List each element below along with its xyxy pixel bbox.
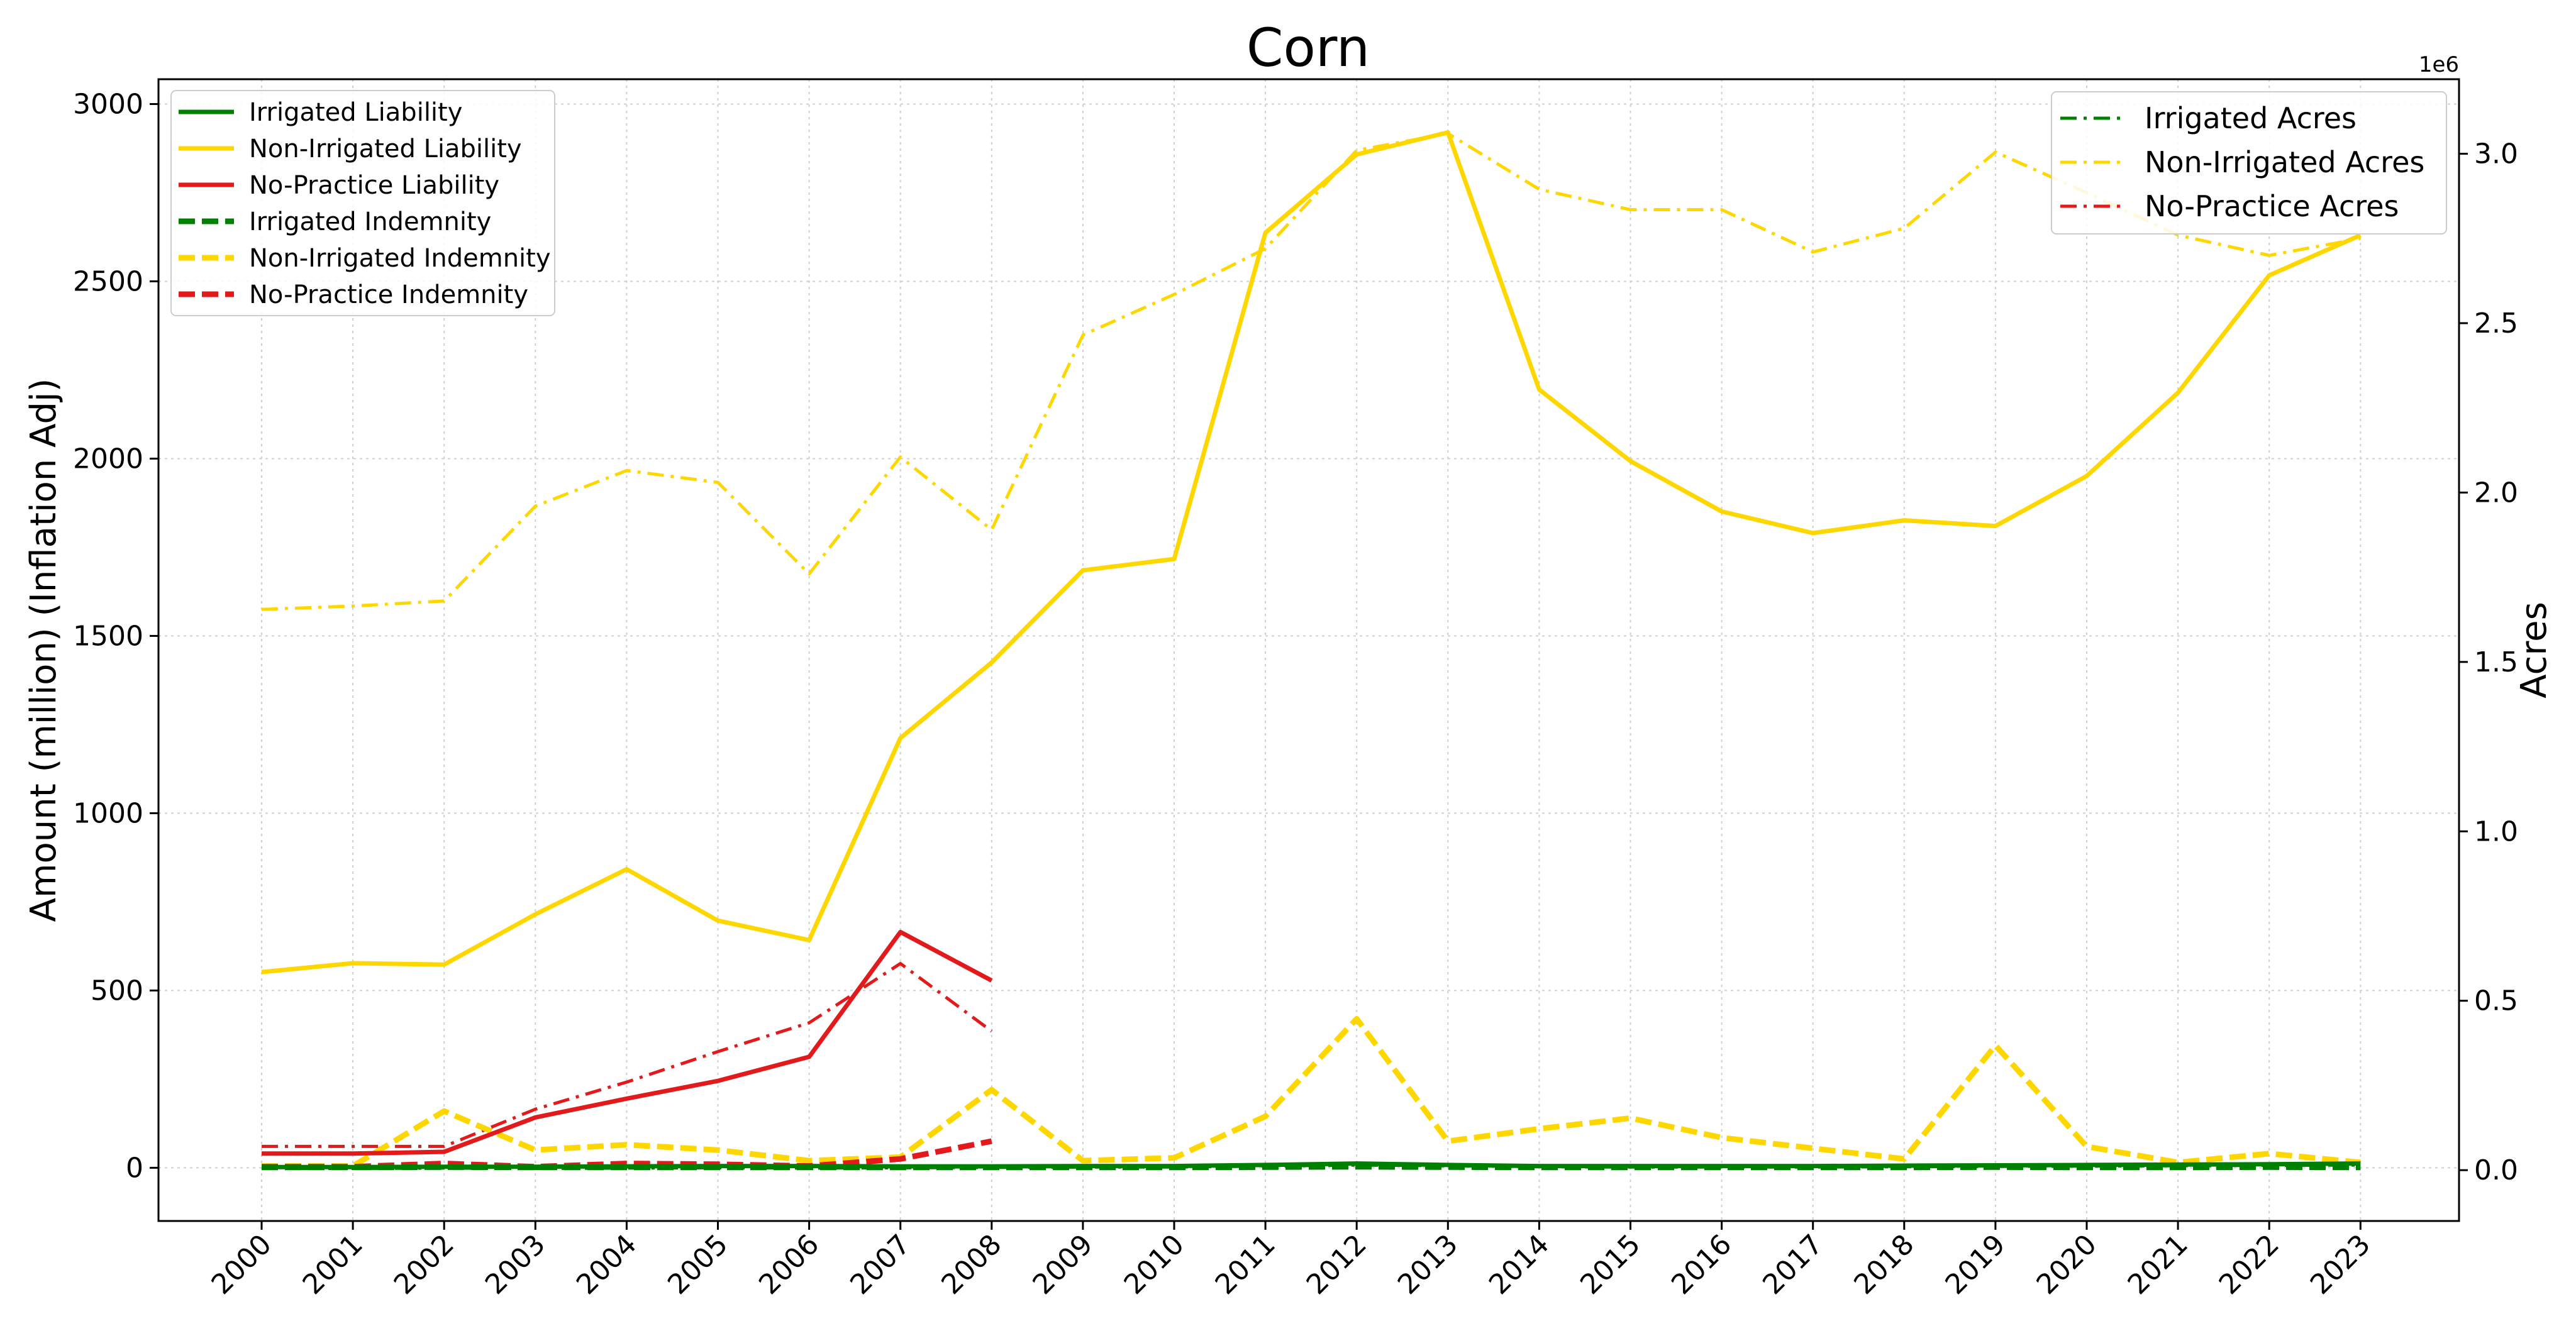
legend-right: Irrigated Acres Non-Irrigated Acres No-Pra… [2051, 91, 2447, 235]
plot-frame [157, 78, 2460, 1222]
series-layer [261, 130, 2362, 1171]
y-axis-label-right: Acres [2514, 602, 2555, 699]
series-line-non-irrigated-liability [261, 130, 2362, 975]
y2-offset-label: 1e6 [2419, 52, 2459, 77]
y-tick-label-right: 2.0 [2474, 477, 2518, 509]
legend-label: No-Practice Acres [2145, 189, 2399, 223]
y-tick-label-left: 0 [126, 1152, 143, 1184]
legend-label: Non-Irrigated Liability [249, 135, 522, 163]
legend-left-frame [170, 90, 555, 316]
legend-label: Non-Irrigated Acres [2145, 145, 2424, 179]
y-tick-label-left: 500 [91, 975, 143, 1007]
series-line-non-irrigated-indemnity [262, 1016, 2361, 1169]
legend-label: Irrigated Liability [249, 98, 462, 127]
y-tick-label-right: 1.5 [2474, 646, 2518, 678]
y-tick-label-right: 2.5 [2474, 307, 2518, 340]
y-axis-right: 0.0 0.5 1.0 1.5 2.0 2.5 3.0 [2459, 138, 2518, 1186]
y-tick-label-left: 3000 [73, 88, 143, 120]
y-tick-label-left: 1500 [73, 620, 143, 652]
chart-title: Corn [1246, 17, 1370, 79]
legend-left: Irrigated Liability Non-Irrigated Liabili… [170, 90, 555, 316]
y-axis-left: 0 500 1000 1500 2000 2500 3000 [73, 88, 158, 1184]
legend-label: No-Practice Indemnity [249, 280, 528, 309]
y-axis-label-left: Amount (million) (Inflation Adj) [23, 378, 64, 922]
series-line-irrigated-liability [262, 1161, 2361, 1169]
y-tick-label-left: 1000 [73, 797, 143, 829]
legend-right-frame [2051, 91, 2447, 235]
y-tick-label-right: 3.0 [2474, 138, 2518, 170]
y-tick-label-right: 0.5 [2474, 985, 2518, 1017]
legend-label: Non-Irrigated Indemnity [249, 244, 551, 273]
y-tick-label-left: 2000 [73, 443, 143, 475]
y-tick-label-left: 2500 [73, 265, 143, 297]
y-tick-label-right: 0.0 [2474, 1154, 2518, 1186]
series-line-non-irrigated-acres [261, 131, 2361, 611]
legend-label: Irrigated Indemnity [249, 207, 491, 236]
legend-label: Irrigated Acres [2145, 101, 2357, 135]
y-tick-label-right: 1.0 [2474, 815, 2518, 848]
legend-label: No-Practice Liability [249, 171, 499, 200]
series-line-no-practice-acres [262, 962, 993, 1148]
series-line-no-practice-liability [262, 929, 993, 1156]
